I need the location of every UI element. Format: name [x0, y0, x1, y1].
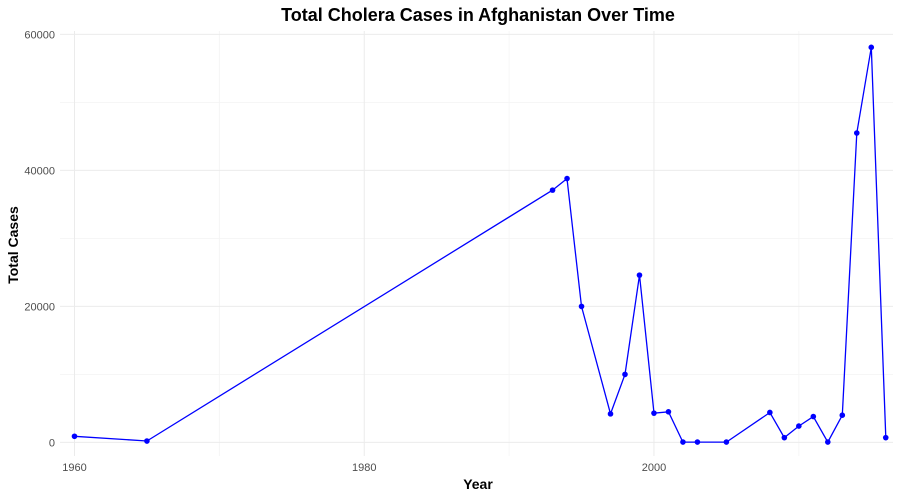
tick-labels: 0 20000 40000 60000 1960 1980 2000 — [24, 29, 666, 474]
data-point — [868, 44, 875, 51]
y-tick-label: 40000 — [24, 165, 55, 177]
series-line — [74, 47, 887, 444]
data-point — [564, 175, 570, 182]
data-point — [810, 413, 817, 420]
y-axis-title: Total Cases — [5, 206, 21, 284]
data-point — [549, 187, 556, 193]
y-tick-label: 20000 — [24, 301, 55, 313]
data-point — [781, 434, 788, 441]
x-axis-title: Year — [463, 476, 493, 492]
series-layer — [71, 44, 889, 445]
chart-title: Total Cholera Cases in Afghanistan Over … — [281, 5, 675, 25]
data-point — [578, 303, 585, 310]
data-point — [767, 409, 773, 416]
y-tick-label: 0 — [49, 437, 55, 449]
data-point — [636, 272, 643, 278]
x-tick-label: 2000 — [642, 462, 666, 474]
data-point — [71, 433, 78, 440]
data-point — [694, 439, 701, 445]
data-point — [665, 409, 672, 415]
data-point — [622, 371, 628, 378]
grid-lines — [60, 31, 893, 456]
data-point — [144, 438, 150, 444]
x-tick-label: 1960 — [62, 462, 86, 474]
y-tick-label: 60000 — [24, 29, 55, 41]
x-tick-label: 1980 — [352, 462, 376, 474]
data-point — [839, 412, 846, 419]
data-point — [825, 439, 831, 445]
data-point — [853, 130, 860, 136]
data-point — [723, 439, 730, 445]
data-point — [882, 434, 889, 441]
data-point — [796, 423, 802, 429]
data-point — [607, 411, 614, 417]
data-point — [680, 439, 686, 445]
data-point — [651, 410, 657, 416]
